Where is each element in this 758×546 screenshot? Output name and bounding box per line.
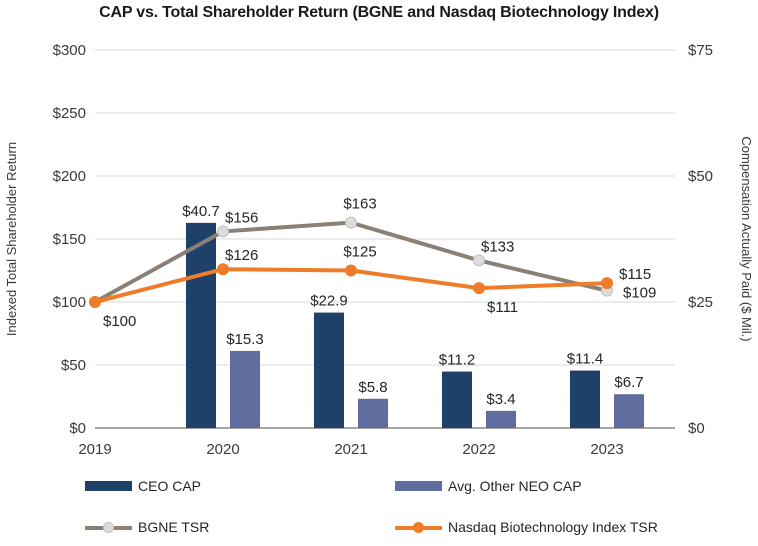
legend-item-ceo-cap: CEO CAP	[85, 479, 201, 493]
bar-ceo-cap-2021	[314, 312, 344, 428]
bar-ceo-cap-2020	[186, 222, 216, 428]
right-axis-tick: $75	[688, 42, 713, 59]
right-axis-tick: $25	[688, 294, 713, 311]
left-axis-tick: $100	[53, 294, 86, 311]
ceo-cap-swatch-icon	[85, 481, 132, 491]
left-axis-tick: $250	[53, 105, 86, 122]
combo-chart: $300 $250 $200 $150 $100 $50 $0 $75 $50 $25 $0 2019…	[4, 42, 754, 458]
left-axis-tick: $0	[69, 420, 86, 437]
marker-nasdaq-biotechnology-index-tsr	[473, 282, 485, 295]
x-axis-label: 2019	[78, 441, 111, 458]
line-data-label: $111	[487, 299, 518, 316]
nasdaq-tsr-line-icon	[395, 521, 442, 533]
left-axis-tick: $150	[53, 231, 86, 248]
bar-data-label: $5.8	[358, 379, 387, 396]
bar-data-label: $3.4	[486, 391, 515, 408]
line-data-label: $100	[103, 313, 136, 330]
bgne-tsr-line-icon	[85, 521, 132, 533]
line-data-label: $156	[225, 209, 258, 226]
bar-ceo-cap-2022	[442, 371, 472, 428]
marker-nasdaq-biotechnology-index-tsr	[89, 296, 101, 308]
x-axis-label: 2020	[206, 441, 239, 458]
line-bgne-tsr	[94, 220, 608, 304]
legend-item-neo-cap: Avg. Other NEO CAP	[395, 479, 582, 493]
marker-nasdaq-biotechnology-index-tsr	[345, 264, 357, 277]
bar-data-label: $11.4	[567, 351, 603, 368]
bar-data-label: $40.7	[182, 203, 220, 220]
legend-label-ceo-cap: CEO CAP	[138, 478, 202, 494]
left-axis-tick: $50	[61, 357, 86, 374]
left-axis-tick: $300	[53, 42, 86, 59]
marker-nasdaq-biotechnology-index-tsr	[601, 277, 613, 290]
x-axis-label: 2022	[462, 441, 495, 458]
marker-bgne-tsr	[217, 225, 229, 238]
left-axis-tick: $200	[53, 168, 86, 185]
marker-bgne-tsr	[345, 216, 357, 229]
legend-label-bgne-tsr: BGNE TSR	[138, 519, 210, 535]
bar-data-label: $6.7	[614, 374, 643, 391]
chart-title: CAP vs. Total Shareholder Return (BGNE a…	[99, 4, 659, 21]
line-data-label: $125	[343, 244, 376, 261]
right-axis-tick: $0	[688, 420, 705, 437]
line-data-label: $115	[619, 266, 651, 283]
legend-item-bgne-tsr: BGNE TSR	[85, 520, 209, 534]
line-data-label: $126	[225, 247, 258, 264]
bar-data-label: $15.3	[226, 331, 264, 348]
x-axis-label: 2021	[334, 441, 367, 458]
bar-ceo-cap-2023	[570, 370, 600, 428]
bar-avg-other-neo-cap-2020	[230, 350, 260, 428]
right-axis-title: Compensation Actually Paid ($ Mil.)	[739, 136, 754, 341]
bar-data-label: $22.9	[310, 293, 348, 310]
left-axis-title: Indexed Total Shareholder Return	[4, 142, 19, 336]
legend-item-nasdaq-tsr: Nasdaq Biotechnology Index TSR	[395, 520, 658, 534]
marker-nasdaq-biotechnology-index-tsr	[217, 263, 229, 276]
line-data-label: $133	[481, 238, 514, 255]
line-data-label: $163	[343, 196, 376, 213]
legend-label-nasdaq-tsr: Nasdaq Biotechnology Index TSR	[448, 519, 658, 535]
neo-cap-swatch-icon	[395, 481, 442, 491]
bar-data-label: $11.2	[439, 352, 475, 369]
bar-avg-other-neo-cap-2022	[486, 410, 516, 428]
x-axis-label: 2023	[590, 441, 623, 458]
legend-label-neo-cap: Avg. Other NEO CAP	[448, 478, 582, 494]
right-axis-tick: $50	[688, 168, 713, 185]
line-data-label: $109	[623, 285, 656, 302]
bar-avg-other-neo-cap-2021	[358, 398, 388, 428]
marker-bgne-tsr	[473, 254, 485, 267]
bar-avg-other-neo-cap-2023	[614, 394, 644, 428]
